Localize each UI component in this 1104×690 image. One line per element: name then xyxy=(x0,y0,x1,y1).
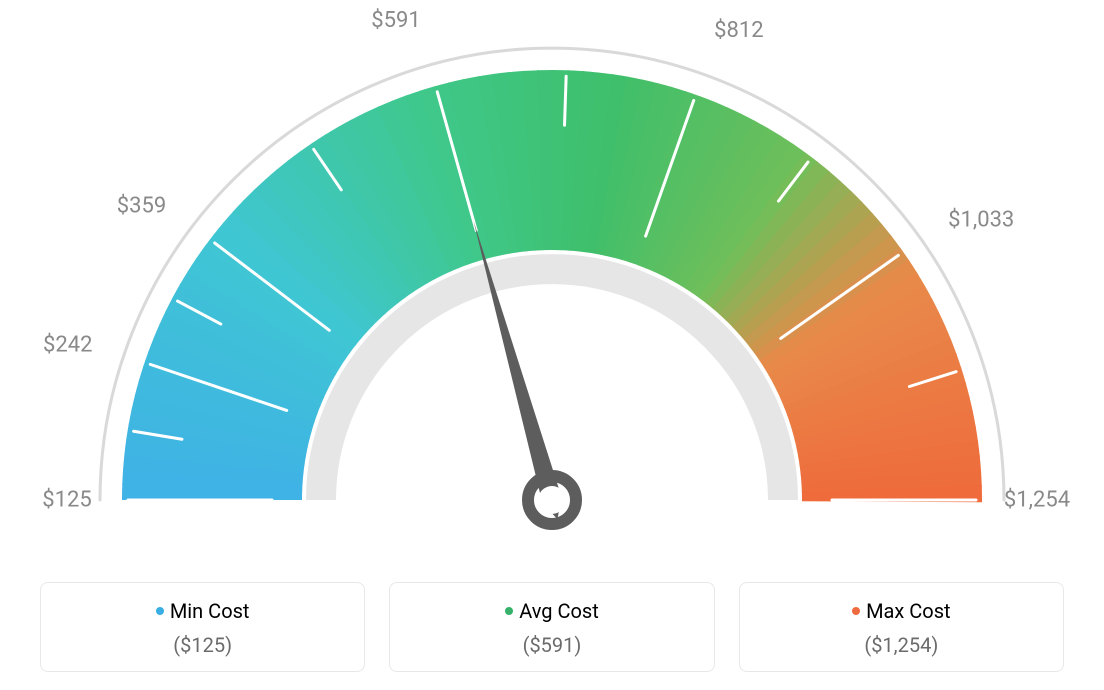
gauge-tick-label: $1,033 xyxy=(948,208,1014,233)
dot-icon xyxy=(505,607,513,615)
legend-row: Min Cost ($125) Avg Cost ($591) Max Cost… xyxy=(40,582,1064,672)
dot-icon xyxy=(156,607,164,615)
legend-title-max: Max Cost xyxy=(750,599,1053,623)
legend-label-min: Min Cost xyxy=(170,599,250,623)
legend-card-avg: Avg Cost ($591) xyxy=(389,582,714,672)
gauge-chart: $125 $242 $359 $591 $812 $1,033 $1,254 xyxy=(0,0,1104,560)
gauge-tick-label: $812 xyxy=(714,18,763,43)
legend-value-avg: ($591) xyxy=(400,633,703,657)
legend-value-max: ($1,254) xyxy=(750,633,1053,657)
legend-value-min: ($125) xyxy=(51,633,354,657)
legend-label-avg: Avg Cost xyxy=(519,599,599,623)
gauge-tick-label: $359 xyxy=(117,194,166,219)
legend-label-max: Max Cost xyxy=(866,599,951,623)
legend-title-min: Min Cost xyxy=(51,599,354,623)
gauge-tick-label: $125 xyxy=(42,488,91,513)
dot-icon xyxy=(852,607,860,615)
gauge-tick-label: $591 xyxy=(371,8,420,33)
legend-title-avg: Avg Cost xyxy=(400,599,703,623)
legend-card-min: Min Cost ($125) xyxy=(40,582,365,672)
cost-gauge-container: $125 $242 $359 $591 $812 $1,033 $1,254 Min Cos… xyxy=(0,0,1104,690)
gauge-tick-label: $1,254 xyxy=(1004,488,1070,513)
gauge-tick-label: $242 xyxy=(43,332,92,357)
legend-card-max: Max Cost ($1,254) xyxy=(739,582,1064,672)
